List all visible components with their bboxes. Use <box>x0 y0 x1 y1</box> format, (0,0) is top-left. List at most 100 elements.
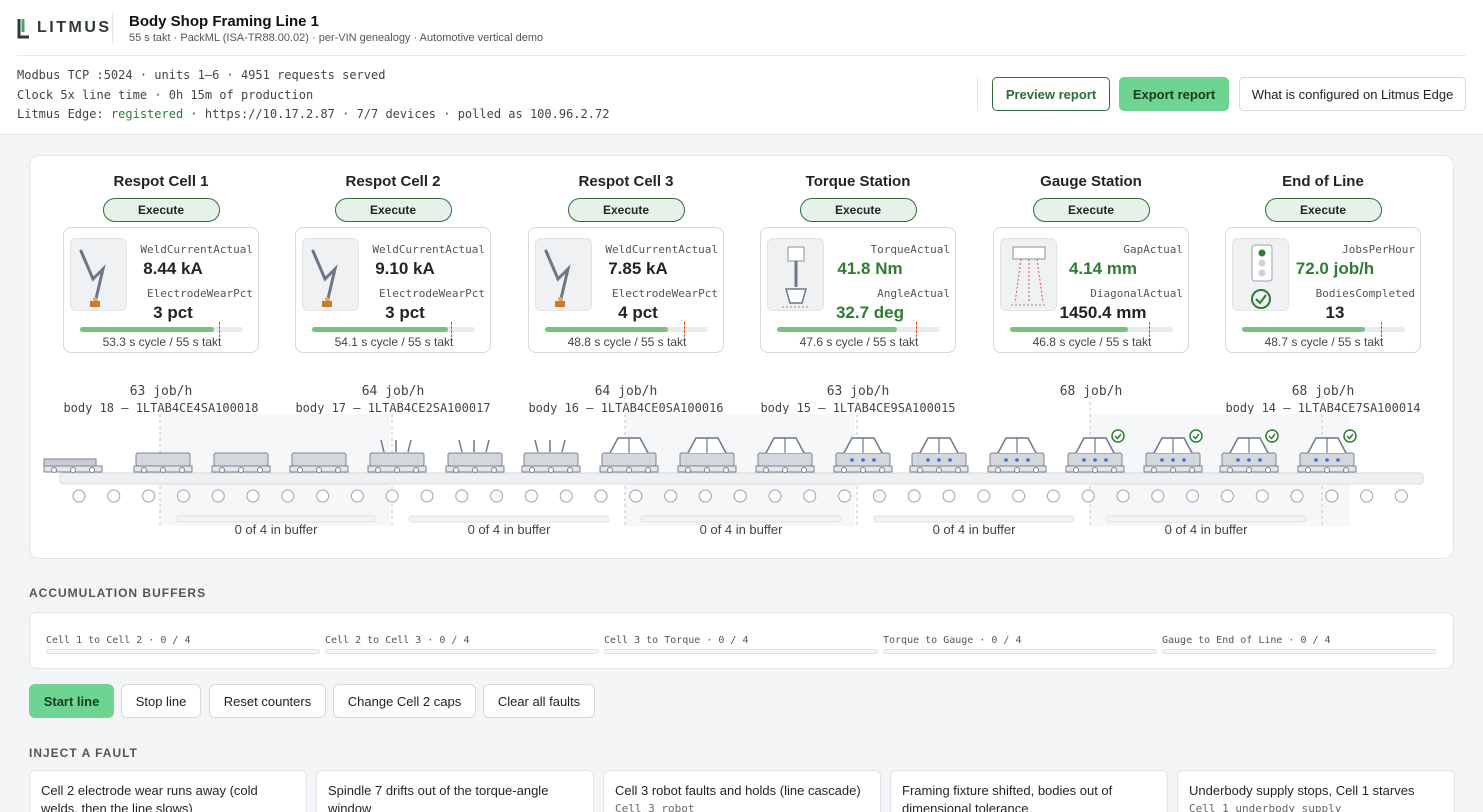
buffer-track <box>873 515 1075 523</box>
weld-spot <box>1336 458 1340 462</box>
edge-config-button[interactable]: What is configured on Litmus Edge <box>1239 77 1466 111</box>
inject-fault-card[interactable]: Underbody supply stops, Cell 1 starves Ce… <box>1177 770 1455 812</box>
accumulation-buffer: Cell 3 to Torque · 0 / 4 <box>604 635 878 654</box>
weld-spot <box>850 458 854 462</box>
weld-pillar <box>561 439 566 453</box>
station-card[interactable]: WeldCurrentActual 7.85 kA ElectrodeWearPct… <box>528 227 724 353</box>
pallet-wheel <box>375 467 381 473</box>
packml-state-badge[interactable]: Execute <box>567 198 685 222</box>
roller <box>1360 489 1374 503</box>
accumulation-panel: Cell 1 to Cell 2 · 0 / 4 Cell 2 to Cell 3… <box>29 612 1454 669</box>
station-1: Respot Cell 1 Execute WeldCurrentActual 8.4… <box>63 173 259 353</box>
pallet-wheel <box>704 467 710 473</box>
inject-fault-card[interactable]: Cell 2 electrode wear runs away (cold we… <box>29 770 307 812</box>
metric-1-value: 4.14 mm <box>1068 259 1138 278</box>
packml-state-badge[interactable]: Execute <box>334 198 452 222</box>
station-zone <box>625 414 855 526</box>
metric-2-value: 13 <box>1325 303 1345 322</box>
weld-spot <box>1093 458 1097 462</box>
station-card[interactable]: JobsPerHour 72.0 job/h BodiesCompleted 13 48… <box>1225 227 1421 353</box>
fault-title: Cell 3 robot faults and holds (line casc… <box>615 783 861 798</box>
station-rate: 63 job/h <box>826 384 890 399</box>
modbus-status: Modbus TCP :5024 · units 1–6 · 4951 requ… <box>17 68 386 82</box>
car-body <box>601 452 657 467</box>
pallet-wheel <box>1324 467 1330 473</box>
station-card[interactable]: TorqueActual 41.8 Nm AngleActual 32.7 deg 47… <box>760 227 956 353</box>
metric-2-label: ElectrodeWearPct <box>612 287 718 300</box>
pallet-wheel <box>548 467 554 473</box>
start-line-button[interactable]: Start line <box>29 684 114 718</box>
weld-spot <box>1160 458 1164 462</box>
check-mark <box>1192 433 1200 440</box>
station-card[interactable]: GapActual 4.14 mm DiagonalActual 1450.4 mm 4… <box>993 227 1189 353</box>
completed-check-icon <box>1189 429 1203 443</box>
roller <box>107 489 121 503</box>
roller <box>629 489 643 503</box>
roller <box>72 489 86 503</box>
pallet-wheel <box>1092 467 1098 473</box>
roller <box>1012 489 1026 503</box>
cycle-progress-bar <box>777 322 940 337</box>
accumulation-buffer-bar <box>46 649 320 654</box>
litmus-logo-icon <box>17 19 29 39</box>
cycle-progress-bar <box>80 322 243 337</box>
fault-target: Cell 3 robot <box>615 802 695 812</box>
pallet-wheel <box>257 467 263 473</box>
roller <box>907 489 921 503</box>
check-mark <box>1346 433 1354 440</box>
car-body <box>291 452 347 467</box>
roller <box>559 489 573 503</box>
cycle-time-label: 54.1 s cycle / 55 s takt <box>334 335 454 349</box>
roller <box>1325 489 1339 503</box>
weld-robot-icon <box>70 238 127 318</box>
completed-check-icon <box>1343 429 1357 443</box>
cycle-progress-bar <box>1242 322 1405 337</box>
weld-spot <box>1236 458 1240 462</box>
station-card[interactable]: WeldCurrentActual 9.10 kA ElectrodeWearPct… <box>295 227 491 353</box>
buffer-track <box>1105 515 1307 523</box>
weld-spot <box>1325 458 1329 462</box>
stop-line-button[interactable]: Stop line <box>121 684 201 718</box>
inject-fault-card[interactable]: Spindle 7 drifts out of the torque-angle… <box>316 770 594 812</box>
check-mark <box>1114 433 1122 440</box>
edge-status: Litmus Edge: registered · https://10.17.… <box>17 105 609 125</box>
inject-fault-card[interactable]: Cell 3 robot faults and holds (line casc… <box>603 770 881 812</box>
export-report-button[interactable]: Export report <box>1119 77 1229 111</box>
clear-faults-button[interactable]: Clear all faults <box>483 684 595 718</box>
pallet-wheel <box>1189 467 1195 473</box>
roller <box>281 489 295 503</box>
station-name: Torque Station <box>805 173 911 190</box>
packml-state-badge[interactable]: Execute <box>1264 198 1382 222</box>
pallet-wheel <box>645 467 651 473</box>
accumulation-buffer: Gauge to End of Line · 0 / 4 <box>1162 635 1436 654</box>
weld-spot <box>861 458 865 462</box>
page-title: Body Shop Framing Line 1 <box>129 13 320 30</box>
metric-1-label: WeldCurrentActual <box>140 243 253 256</box>
pallet-wheel <box>1170 467 1176 473</box>
preview-report-button[interactable]: Preview report <box>992 77 1110 111</box>
reset-counters-button[interactable]: Reset counters <box>209 684 326 718</box>
roller <box>316 489 330 503</box>
completed-check-icon <box>1111 429 1125 443</box>
packml-state-badge[interactable]: Execute <box>1032 198 1150 222</box>
accumulation-buffer-label: Cell 1 to Cell 2 · 0 / 4 <box>46 635 191 646</box>
conveyor-line <box>43 396 1424 526</box>
pallet-wheel <box>297 467 303 473</box>
change-caps-button[interactable]: Change Cell 2 caps <box>333 684 476 718</box>
roller <box>142 489 156 503</box>
packml-state-badge[interactable]: Execute <box>799 198 917 222</box>
logo-text: LITMUS <box>37 19 112 36</box>
connection-status: Modbus TCP :5024 · units 1–6 · 4951 requ… <box>17 66 609 125</box>
edge-status-prefix: Litmus Edge: <box>17 107 111 121</box>
station-card[interactable]: WeldCurrentActual 8.44 kA ElectrodeWearPct… <box>63 227 259 353</box>
accumulation-buffer-label: Gauge to End of Line · 0 / 4 <box>1162 635 1331 646</box>
packml-state-badge[interactable]: Execute <box>102 198 220 222</box>
inject-fault-card[interactable]: Framing fixture shifted, bodies out of d… <box>890 770 1168 812</box>
weld-spot <box>1182 458 1186 462</box>
roller <box>664 489 678 503</box>
cycle-progress-fill <box>1010 327 1128 332</box>
inject-fault-title: INJECT A FAULT <box>29 746 138 760</box>
roller <box>1220 489 1234 503</box>
weld-spot <box>1104 458 1108 462</box>
cycle-progress-bar <box>312 322 475 337</box>
